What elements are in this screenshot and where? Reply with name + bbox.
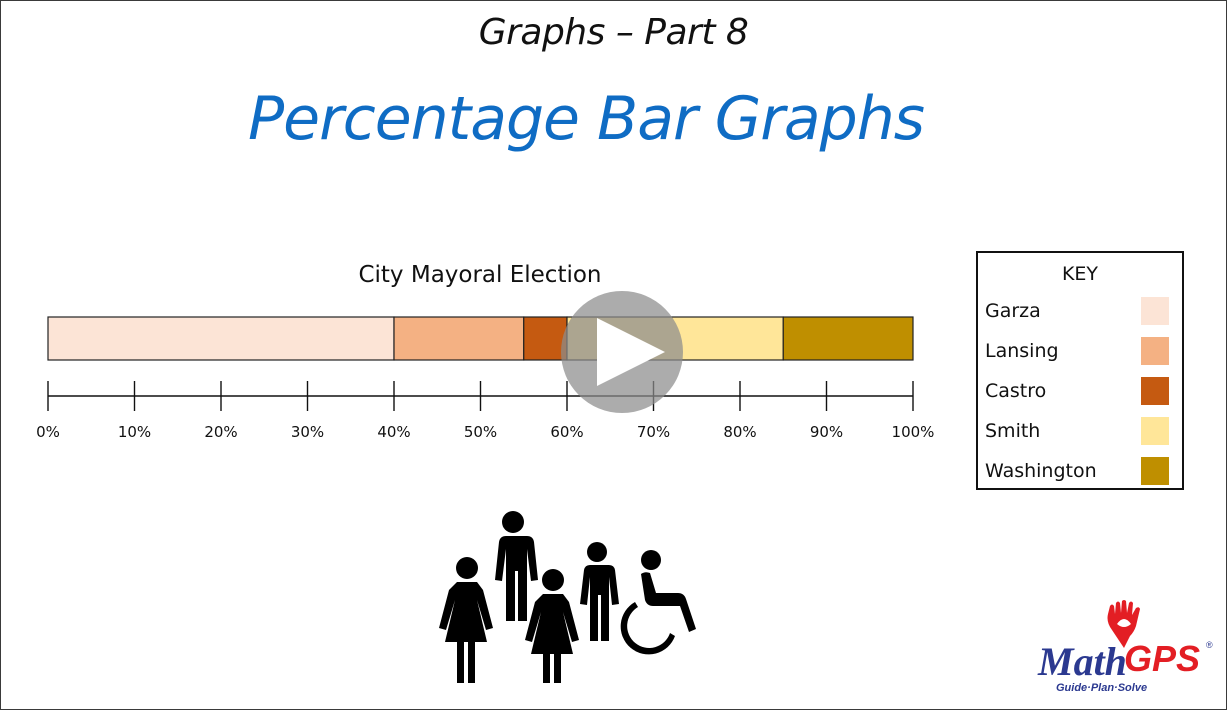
hand-pin-icon (1107, 600, 1140, 648)
bar-segment-garza (47, 316, 395, 361)
legend-label: Garza (985, 300, 1041, 322)
people-group-icon (439, 511, 696, 683)
legend-swatch (1141, 337, 1169, 365)
x-tick-label: 40% (377, 423, 410, 441)
legend-label: Washington (985, 460, 1097, 482)
bar-segment-lansing (393, 316, 525, 361)
logo-tagline: Guide·Plan·Solve (1056, 682, 1148, 694)
bar-segment-washington (782, 316, 914, 361)
slide-subtitle: Graphs – Part 8 (478, 12, 749, 53)
x-tick-label: 60% (550, 423, 583, 441)
logo-gps-text: GPS (1124, 638, 1201, 679)
logo-math-text: Math (1038, 639, 1127, 684)
legend-swatch (1141, 457, 1169, 485)
x-tick-label: 90% (810, 423, 843, 441)
slide-title: Percentage Bar Graphs (247, 84, 925, 154)
legend-item-washington: Washington (978, 455, 1182, 489)
legend-item-castro: Castro (978, 375, 1182, 409)
play-icon[interactable] (597, 318, 665, 386)
x-tick-label: 70% (637, 423, 670, 441)
x-tick-label: 80% (723, 423, 756, 441)
x-tick-label: 50% (464, 423, 497, 441)
legend-item-lansing: Lansing (978, 335, 1182, 369)
chart-title: City Mayoral Election (358, 262, 602, 288)
logo-registered-mark: ® (1206, 640, 1213, 650)
legend-label: Castro (985, 380, 1047, 402)
legend-label: Lansing (985, 340, 1059, 362)
legend-swatch (1141, 377, 1169, 405)
mathgps-logo: Math GPS ® Guide·Plan·Solve (1036, 598, 1218, 702)
x-tick-label: 20% (204, 423, 237, 441)
bar-segment-castro (523, 316, 568, 361)
legend-key: KEY Garza Lansing Castro Smith Washington (976, 251, 1184, 490)
legend-swatch (1141, 417, 1169, 445)
x-tick-label: 100% (892, 423, 935, 441)
x-tick-label: 0% (36, 423, 60, 441)
x-tick-label: 30% (291, 423, 324, 441)
legend-swatch (1141, 297, 1169, 325)
legend-item-garza: Garza (978, 295, 1182, 329)
legend-item-smith: Smith (978, 415, 1182, 449)
legend-title: KEY (1061, 263, 1099, 285)
x-tick-label: 10% (118, 423, 151, 441)
legend-label: Smith (985, 420, 1041, 442)
